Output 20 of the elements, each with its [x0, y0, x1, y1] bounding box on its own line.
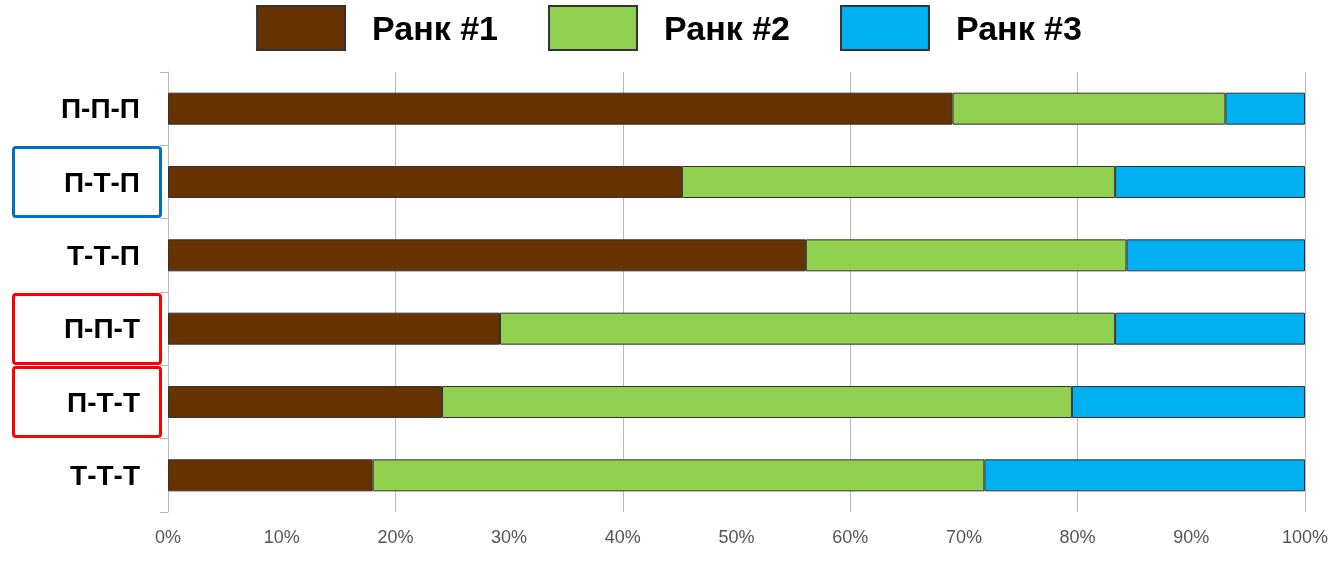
- x-tick-label: 100%: [1281, 527, 1329, 547]
- x-tick-label: 30%: [491, 527, 528, 547]
- x-tick-label: 0%: [154, 527, 182, 547]
- x-tick-label: 40%: [604, 527, 641, 547]
- x-tick-label: 60%: [832, 527, 869, 547]
- legend-label: Ранк #2: [664, 9, 790, 47]
- x-tick-label: 20%: [377, 527, 414, 547]
- x-tick-label: 50%: [718, 527, 755, 547]
- y-tick-label: П-Т-П: [63, 166, 140, 198]
- y-tick-label: П-Т-Т: [67, 386, 140, 418]
- x-tick-label: 90%: [1173, 527, 1210, 547]
- y-tick-label: П-П-Т: [63, 313, 140, 345]
- y-tick-label: Т-Т-Т: [70, 459, 140, 491]
- x-tick-label: 10%: [263, 527, 300, 547]
- x-tick-label: 80%: [1059, 527, 1096, 547]
- x-tick-label: 70%: [945, 527, 982, 547]
- y-tick-label: П-П-П: [60, 93, 140, 125]
- legend-label: Ранк #1: [372, 9, 499, 47]
- y-tick-label: Т-Т-П: [67, 239, 140, 271]
- legend-label: Ранк #3: [955, 9, 1082, 47]
